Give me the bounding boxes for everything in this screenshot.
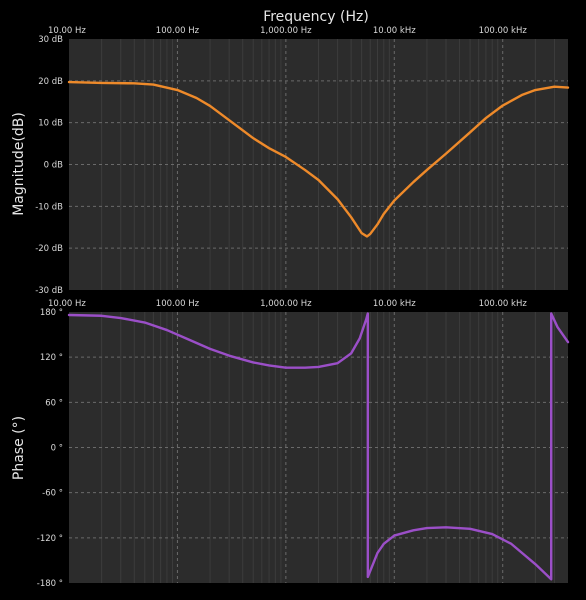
frequency-axis-title: Frequency (Hz) [263, 9, 369, 25]
magnitude-x-tick-label: 10.00 kHz [373, 26, 416, 36]
phase-y-tick-label: 180 ° [40, 308, 63, 318]
magnitude-y-tick-label: -30 dB [35, 286, 63, 296]
magnitude-y-tick-label: 10 dB [38, 119, 63, 129]
magnitude-series-line [67, 80, 570, 238]
magnitude-x-tick-label: 1,000.00 Hz [260, 26, 312, 36]
phase-y-tick-label: 60 ° [45, 398, 63, 408]
phase-y-tick-label: 0 ° [51, 444, 63, 454]
magnitude-x-tick-label: 100.00 Hz [156, 26, 200, 36]
grid-lines [69, 39, 568, 583]
phase-x-tick-label: 100.00 Hz [156, 299, 200, 309]
phase-y-tick-label: -180 ° [37, 579, 63, 589]
tick-labels: 10.00 Hz 100.00 Hz 1,000.00 Hz 10.00 kHz 100… [35, 26, 527, 589]
magnitude-axis-title: Magnitude(dB) [11, 112, 27, 216]
magnitude-x-tick-label: 100.00 kHz [479, 26, 528, 36]
magnitude-y-tick-label: -20 dB [35, 244, 63, 254]
magnitude-y-tick-label: 30 dB [38, 35, 63, 45]
phase-x-tick-label: 100.00 kHz [479, 299, 528, 309]
phase-axis-title: Phase (°) [11, 416, 27, 480]
phase-x-tick-label: 10.00 Hz [48, 299, 86, 309]
magnitude-y-tick-label: 20 dB [38, 77, 63, 87]
phase-y-tick-label: 120 ° [40, 353, 63, 363]
phase-y-tick-label: -120 ° [37, 534, 63, 544]
magnitude-y-tick-label: 0 dB [44, 161, 64, 171]
phase-series-line [67, 312, 570, 581]
phase-x-tick-label: 1,000.00 Hz [260, 299, 312, 309]
series-lines [67, 80, 570, 581]
phase-x-tick-label: 10.00 kHz [373, 299, 416, 309]
magnitude-y-tick-label: -10 dB [35, 202, 63, 212]
phase-y-tick-label: -60 ° [42, 489, 63, 499]
magnitude-x-tick-label: 10.00 Hz [48, 26, 86, 36]
